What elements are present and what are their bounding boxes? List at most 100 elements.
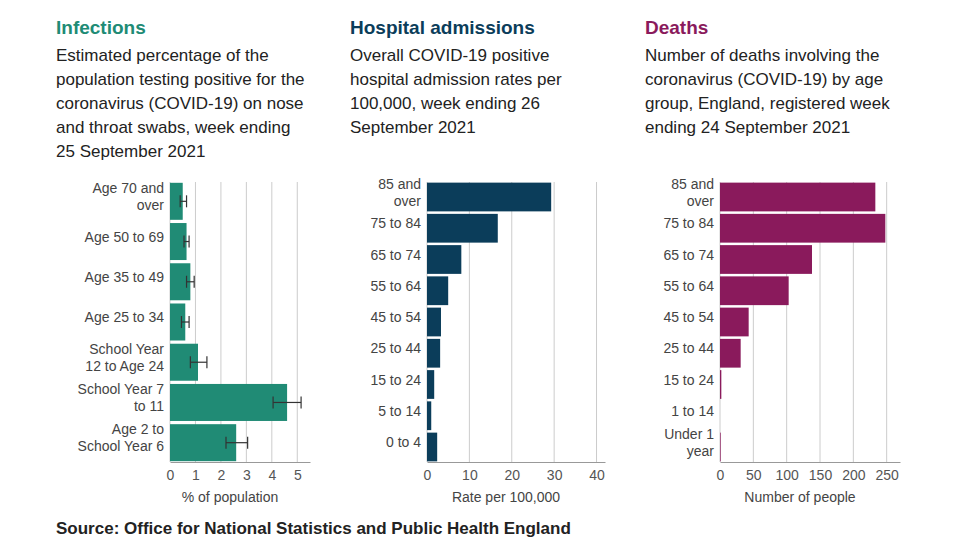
- error-cap: [181, 316, 182, 328]
- bar: [720, 339, 741, 368]
- tick: Under 1year: [664, 426, 720, 459]
- text-line: 25 September 2021: [56, 142, 205, 161]
- tick-label: 1: [192, 467, 200, 483]
- category-label: 75 to 84: [370, 215, 421, 231]
- bar: [720, 276, 789, 305]
- category-label: 65 to 74: [663, 247, 714, 263]
- bar: [720, 433, 721, 462]
- text-line: 1 to 14: [671, 403, 714, 419]
- category-label: 5 to 14: [378, 403, 421, 419]
- text-line: 0 to 4: [386, 434, 421, 450]
- tick: 25 to 44: [370, 340, 427, 356]
- tick: 100: [775, 462, 799, 483]
- tick: 5 to 14: [378, 403, 427, 419]
- text-line: 15 to 24: [663, 372, 714, 388]
- text-line: ending 24 September 2021: [645, 118, 850, 137]
- tick: 0: [167, 462, 175, 483]
- x-axis: 012345: [167, 462, 311, 483]
- text-line: to 11: [134, 398, 164, 414]
- text-line: over: [137, 197, 165, 213]
- tick-label: 3: [243, 467, 251, 483]
- category-label: Age 25 to 34: [85, 309, 165, 325]
- category-label: Age 50 to 69: [85, 229, 165, 245]
- tick: 200: [842, 462, 866, 483]
- text-line: School Year 7: [78, 381, 165, 397]
- source: Source: Office for National Statistics a…: [56, 519, 571, 538]
- text-line: 100,000, week ending 26: [350, 94, 540, 113]
- tick: Age 25 to 34: [85, 309, 170, 325]
- text-line: 5 to 14: [378, 403, 421, 419]
- error-bar: [226, 442, 248, 443]
- tick-label: 40: [589, 467, 605, 483]
- tick: Age 2 toSchool Year 6: [78, 421, 170, 454]
- error-bar: [180, 201, 186, 202]
- bar: [427, 308, 441, 337]
- panel: DeathsNumber of deaths involving thecoro…: [645, 17, 901, 505]
- text-line: Age 35 to 49: [85, 269, 165, 285]
- tick: 5: [294, 462, 302, 483]
- tick: 40: [589, 462, 605, 483]
- tick: 85 andover: [378, 176, 427, 209]
- bar: [427, 433, 437, 462]
- tick-label: 20: [504, 467, 520, 483]
- error-cap: [194, 276, 195, 288]
- tick: 25 to 44: [663, 340, 720, 356]
- grid: [720, 182, 887, 462]
- text-line: 65 to 74: [663, 247, 714, 263]
- tick: 0: [424, 462, 432, 483]
- plot-area: [427, 183, 551, 462]
- bar: [720, 214, 885, 243]
- bar: [427, 214, 498, 243]
- figure: InfectionsEstimated percentage of thepop…: [0, 0, 960, 549]
- tick-label: 4: [268, 467, 276, 483]
- tick: 45 to 54: [663, 309, 720, 325]
- tick-label: 0: [167, 467, 175, 483]
- tick: 75 to 84: [663, 215, 720, 231]
- category-label: School Year12 to Age 24: [85, 341, 164, 374]
- plot-area: [170, 183, 301, 461]
- category-label: 25 to 44: [370, 340, 421, 356]
- text-line: Age 25 to 34: [85, 309, 165, 325]
- axis-line: [428, 462, 606, 463]
- category-label: Age 35 to 49: [85, 269, 165, 285]
- axis-line: [721, 462, 901, 463]
- tick: Age 50 to 69: [85, 229, 170, 245]
- bar: [720, 308, 749, 337]
- text-line: 55 to 64: [663, 278, 714, 294]
- bar: [720, 245, 812, 274]
- tick: 0 to 4: [386, 434, 427, 450]
- text-line: September 2021: [350, 118, 476, 137]
- title: Hospital admissions: [350, 17, 535, 38]
- text-line: coronavirus (COVID-19) on nose: [56, 94, 304, 113]
- category-label: School Year 7to 11: [78, 381, 165, 414]
- tick: 4: [268, 462, 276, 483]
- grid-line: [886, 182, 887, 462]
- tick-label: 0: [717, 467, 725, 483]
- tick: School Year 7to 11: [78, 381, 170, 414]
- tick: 150: [809, 462, 833, 483]
- text-line: 45 to 54: [370, 309, 421, 325]
- category-label: 85 andover: [378, 176, 421, 209]
- bar: [720, 370, 721, 399]
- tick: 55 to 64: [663, 278, 720, 294]
- error-cap: [247, 437, 248, 449]
- axis-title: Number of people: [744, 489, 856, 505]
- x-axis: 010203040: [424, 462, 606, 483]
- grid: [170, 182, 297, 462]
- text-line: 85 and: [378, 176, 421, 192]
- tick: 15 to 24: [370, 372, 427, 388]
- axis-title: % of population: [182, 489, 279, 505]
- text-line: 75 to 84: [663, 215, 714, 231]
- text-line: 65 to 74: [370, 247, 421, 263]
- category-label: 0 to 4: [386, 434, 421, 450]
- category-label: 85 andover: [671, 176, 714, 209]
- category-label: Age 70 andover: [92, 180, 164, 213]
- text-line: 55 to 64: [370, 278, 421, 294]
- tick: 45 to 54: [370, 309, 427, 325]
- subtitle: Number of deaths involving thecoronaviru…: [645, 46, 890, 137]
- bar: [427, 370, 434, 399]
- error-bar: [181, 321, 189, 322]
- tick: 3: [243, 462, 251, 483]
- category-label: 45 to 54: [370, 309, 421, 325]
- tick: 30: [547, 462, 563, 483]
